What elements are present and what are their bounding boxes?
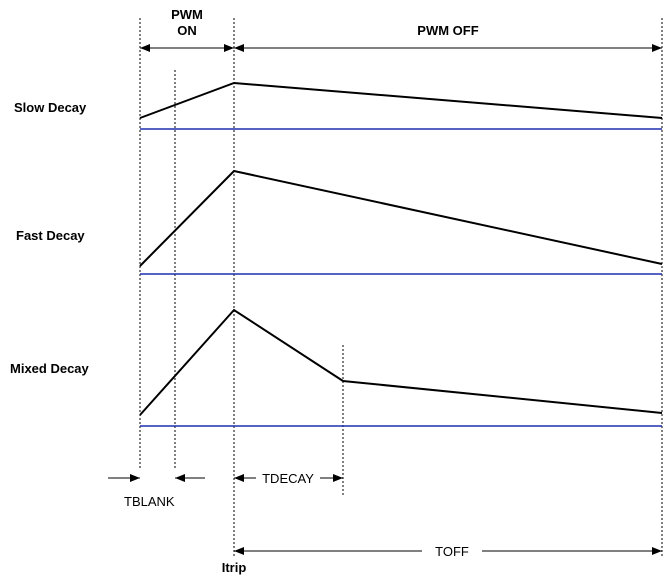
toff-label: TOFF bbox=[435, 544, 469, 559]
pwm-off-label: PWM OFF bbox=[417, 23, 478, 38]
itrip-label: Itrip bbox=[222, 560, 247, 575]
mixed-decay-label: Mixed Decay bbox=[10, 361, 90, 376]
pwm-off-span-arrow bbox=[234, 44, 662, 52]
pwm-on-label-line1: PWM bbox=[171, 7, 203, 22]
slow-decay-label: Slow Decay bbox=[14, 100, 87, 115]
tdecay-span-arrow bbox=[234, 474, 343, 482]
tblank-marker-arrows bbox=[108, 474, 205, 482]
pwm-on-label-line2: ON bbox=[177, 23, 197, 38]
toff-span-arrow bbox=[234, 547, 662, 555]
mixed-decay-current-waveform bbox=[139, 308, 663, 416]
tdecay-label: TDECAY bbox=[262, 471, 314, 486]
fast-decay-current-waveform bbox=[139, 169, 663, 267]
fast-decay-label: Fast Decay bbox=[16, 228, 85, 243]
pwm-on-span-arrow bbox=[140, 44, 234, 52]
tblank-label: TBLANK bbox=[124, 494, 175, 509]
slow-decay-current-waveform bbox=[139, 81, 663, 119]
